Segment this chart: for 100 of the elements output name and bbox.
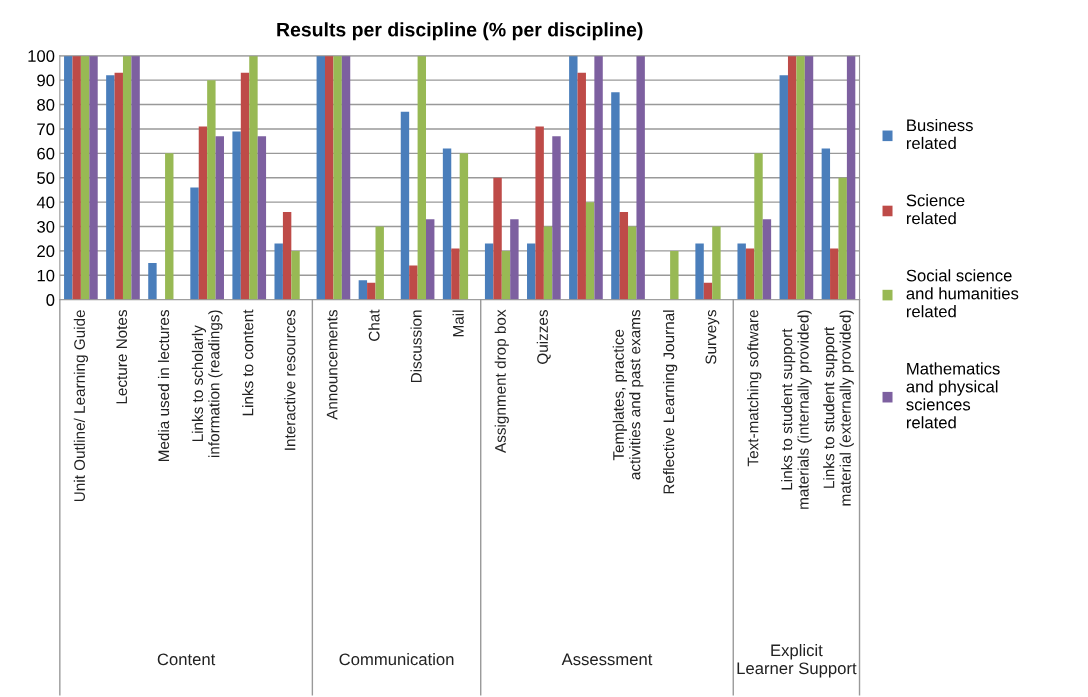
text: Communication bbox=[339, 652, 454, 666]
x-tick-label: Reflective Learning Journal bbox=[663, 310, 678, 494]
bar bbox=[72, 55, 81, 300]
bar bbox=[316, 55, 325, 300]
bar bbox=[249, 55, 258, 300]
y-tick-label: 40 bbox=[36, 196, 55, 209]
x-tick-label: Chat bbox=[368, 309, 380, 341]
bar bbox=[787, 55, 797, 300]
bar bbox=[510, 219, 519, 300]
bar bbox=[325, 55, 334, 300]
bar bbox=[190, 187, 199, 300]
legend-label: Business related bbox=[906, 118, 973, 150]
bar bbox=[846, 55, 856, 300]
bar bbox=[114, 72, 123, 300]
bar bbox=[417, 55, 427, 300]
x-tick-label: Unit Outline/ Learning Guide bbox=[73, 310, 89, 502]
bar bbox=[215, 136, 224, 300]
x-tick-label: Links to student support materials (internally provided) bbox=[781, 310, 812, 509]
x-tick-label: Quizzes bbox=[536, 310, 551, 364]
x-tick-label: Mail bbox=[452, 310, 464, 337]
legend-label: Mathematics and physical sciences related bbox=[906, 362, 1000, 429]
text: Content bbox=[157, 653, 216, 666]
bar bbox=[670, 250, 679, 300]
bar bbox=[367, 282, 376, 300]
bar bbox=[821, 148, 831, 300]
bar bbox=[737, 243, 746, 300]
x-tick-label: Text-matching software bbox=[747, 310, 762, 467]
text: Explicit Learner Support bbox=[737, 644, 857, 678]
bar bbox=[106, 75, 115, 300]
y-tick-label: 50 bbox=[37, 172, 55, 184]
bar bbox=[207, 80, 216, 300]
bar bbox=[375, 226, 384, 300]
x-tick-label: Links to student support material (externally provided) bbox=[823, 310, 854, 506]
x-tick-label: Links to content bbox=[242, 309, 254, 416]
x-tick-label: Links to scholarly information (readings) bbox=[191, 310, 223, 458]
y-tick-label: 0 bbox=[46, 294, 55, 306]
bar bbox=[585, 202, 595, 300]
x-tick-label: Lecture Notes bbox=[116, 310, 128, 404]
y-tick-label: 70 bbox=[37, 123, 55, 136]
bar bbox=[333, 55, 342, 300]
bar bbox=[80, 55, 90, 300]
bar bbox=[358, 280, 368, 300]
bar bbox=[64, 55, 73, 300]
bar bbox=[535, 126, 544, 300]
bar bbox=[527, 243, 536, 300]
bar bbox=[830, 248, 839, 300]
bar bbox=[165, 153, 174, 300]
bar bbox=[484, 243, 494, 300]
bar bbox=[636, 55, 645, 300]
bar bbox=[451, 248, 460, 300]
y-tick-label: 20 bbox=[37, 245, 55, 258]
bar bbox=[122, 55, 132, 300]
bar bbox=[695, 243, 704, 300]
y-tick-label: 90 bbox=[37, 74, 55, 87]
x-tick-label: Media used in lectures bbox=[157, 310, 170, 462]
x-tick-label: Announcements bbox=[326, 310, 338, 420]
x-tick-label: Templates, practice activities and past exams bbox=[612, 310, 644, 480]
bar bbox=[131, 55, 140, 300]
bar bbox=[148, 263, 157, 300]
bar bbox=[400, 111, 410, 300]
bar bbox=[493, 177, 502, 300]
bar bbox=[240, 72, 250, 300]
bar bbox=[257, 136, 267, 300]
bar bbox=[552, 136, 561, 300]
bar bbox=[501, 250, 511, 300]
bar bbox=[198, 126, 208, 300]
text: Assessment bbox=[561, 653, 653, 666]
legend-label: Social science and humanities related bbox=[906, 269, 1019, 318]
bar bbox=[459, 153, 469, 300]
bar bbox=[426, 219, 435, 300]
bar bbox=[232, 131, 241, 300]
chart-title: Results per discipline (% per discipline) bbox=[277, 22, 643, 41]
bar bbox=[611, 92, 620, 300]
bar bbox=[577, 72, 586, 300]
bar bbox=[838, 177, 847, 300]
bar bbox=[291, 250, 300, 300]
bar bbox=[409, 265, 418, 300]
bar bbox=[569, 55, 578, 300]
y-tick-label: 30 bbox=[37, 220, 55, 233]
bar bbox=[804, 55, 814, 300]
x-tick-label: Interactive resources bbox=[284, 310, 296, 450]
bar bbox=[594, 55, 603, 300]
x-tick-label: Assignment drop box bbox=[494, 309, 509, 453]
y-tick-label: 10 bbox=[37, 269, 55, 282]
y-tick-label: 100 bbox=[28, 50, 55, 62]
bar bbox=[89, 55, 98, 300]
bar bbox=[779, 75, 788, 300]
bar bbox=[762, 219, 772, 300]
bar bbox=[628, 226, 637, 300]
bar bbox=[796, 55, 805, 300]
bar bbox=[619, 211, 629, 300]
bar bbox=[543, 226, 553, 300]
x-tick-label: Discussion bbox=[410, 310, 422, 383]
bar bbox=[754, 153, 763, 300]
x-tick-label: Surveys bbox=[705, 310, 720, 364]
bar bbox=[712, 226, 721, 300]
bar bbox=[341, 55, 351, 300]
bar bbox=[274, 243, 283, 300]
legend-label: Science related bbox=[906, 194, 965, 225]
bar bbox=[745, 248, 755, 300]
